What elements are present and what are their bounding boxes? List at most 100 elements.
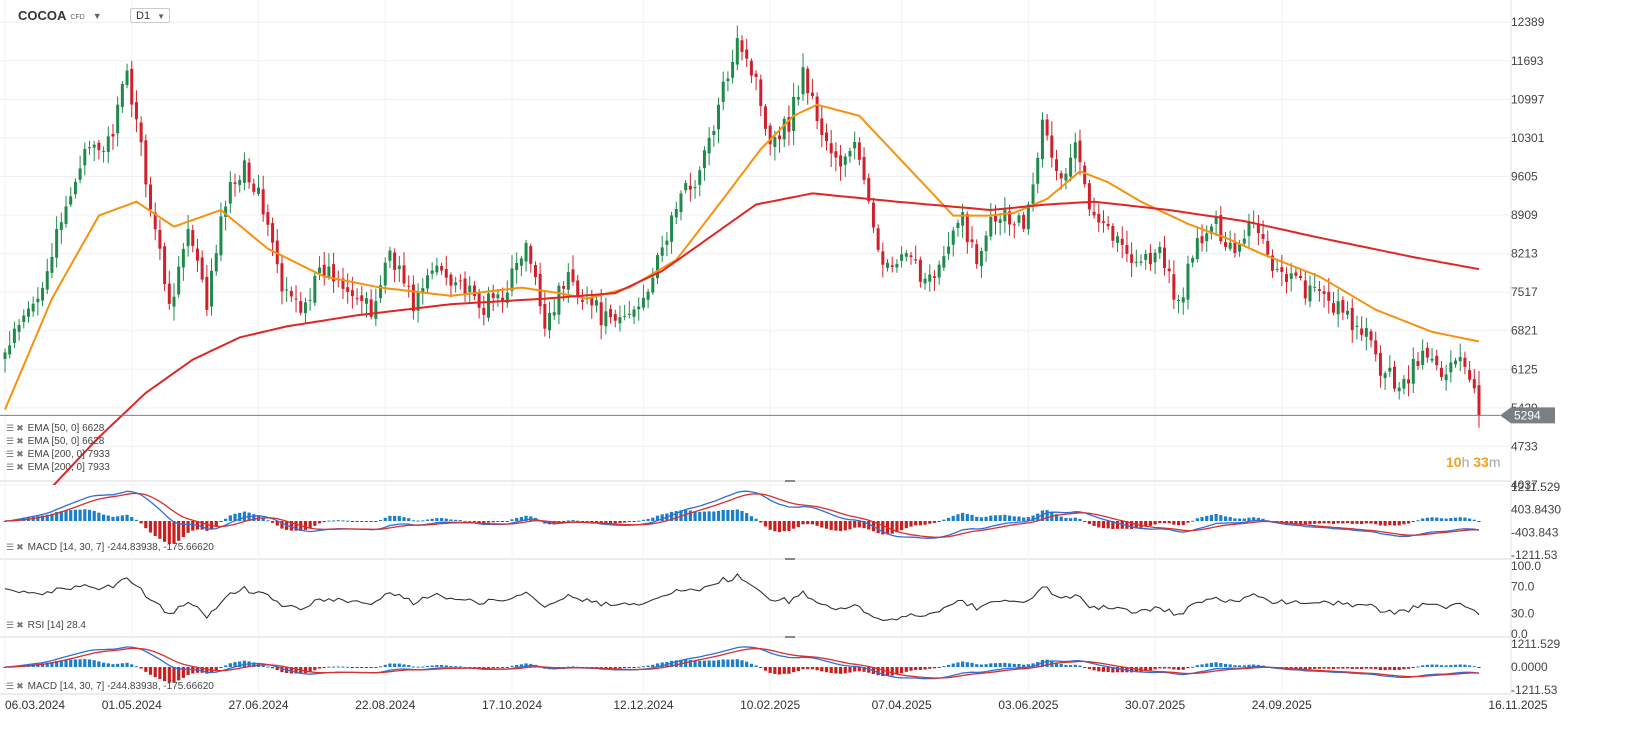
macd2-histogram-bar: [139, 667, 143, 669]
menu-icon[interactable]: ☰: [6, 620, 15, 630]
chevron-down-icon[interactable]: ▼: [92, 10, 102, 21]
macd1-histogram-bar: [393, 515, 397, 521]
macd2-histogram-bar: [1383, 667, 1387, 671]
macd2-tick-label: -1211.53: [1511, 683, 1558, 697]
close-icon[interactable]: ✖: [16, 436, 24, 446]
macd1-histogram-bar: [477, 521, 481, 523]
close-icon[interactable]: ✖: [16, 462, 24, 472]
macd1-histogram-bar: [843, 521, 847, 531]
timeframe-value: D1: [136, 10, 151, 22]
macd2-histogram-bar: [280, 667, 284, 673]
candle-body: [951, 230, 955, 245]
macd1-histogram-bar: [1289, 521, 1293, 525]
menu-icon[interactable]: ☰: [6, 436, 15, 446]
macd2-histogram-bar: [688, 659, 692, 667]
candle-body: [458, 280, 462, 282]
macd1-histogram-bar: [1007, 515, 1012, 521]
candle-body: [1106, 223, 1110, 227]
macd1-histogram-bar: [1097, 521, 1101, 528]
macd2-histogram-bar: [1237, 665, 1242, 667]
macd1-histogram-bar: [125, 514, 129, 521]
timeframe-select[interactable]: D1 ▼: [130, 8, 170, 23]
macd2-histogram-bar: [1444, 665, 1448, 667]
menu-icon[interactable]: ☰: [6, 681, 15, 691]
macd2-histogram-bar: [163, 667, 167, 682]
macd1-histogram-bar: [524, 515, 528, 521]
close-icon[interactable]: ✖: [16, 449, 24, 459]
macd1-histogram-bar: [327, 520, 331, 522]
date-tick-label: 03.06.2025: [998, 698, 1058, 712]
macd1-histogram-bar: [374, 521, 378, 522]
macd2-histogram-bar: [1364, 667, 1368, 669]
macd2-histogram-bar: [932, 667, 937, 669]
macd1-histogram-bar: [688, 510, 692, 521]
candle-body: [1167, 268, 1171, 272]
legend-ema50-b[interactable]: ☰ ✖ EMA [50, 0] 6628: [6, 436, 104, 447]
macd2-histogram-bar: [1411, 667, 1415, 668]
candle-body: [1191, 257, 1195, 263]
macd2-histogram-bar: [130, 664, 134, 667]
macd1-histogram-bar: [449, 519, 453, 521]
macd1-histogram-bar: [341, 520, 345, 522]
date-tick-label: 10.02.2025: [740, 698, 800, 712]
macd2-histogram-bar: [801, 667, 805, 670]
candle-body: [36, 298, 40, 303]
legend-ema50-a[interactable]: ☰ ✖ EMA [50, 0] 6628: [6, 423, 104, 434]
macd1-histogram-bar: [148, 521, 153, 533]
macd1-histogram-bar: [1402, 521, 1406, 525]
legend-text: RSI [14] 28.4: [27, 620, 86, 631]
macd2-histogram-bar: [1078, 665, 1082, 667]
candle-body: [252, 183, 256, 192]
macd2-histogram-bar: [313, 667, 317, 671]
countdown-hours-unit: h: [1461, 454, 1470, 470]
candle-body: [1059, 173, 1063, 179]
legend-ema200-b[interactable]: ☰ ✖ EMA [200, 0] 7933: [6, 462, 110, 473]
macd2-histogram-bar: [500, 667, 505, 668]
menu-icon[interactable]: ☰: [6, 423, 15, 433]
macd2-histogram-bar: [1317, 667, 1321, 669]
price-tick-label: 10997: [1511, 92, 1545, 106]
legend-macd-1[interactable]: ☰ ✖ MACD [14, 30, 7] -244.83938, -175.666…: [6, 542, 214, 553]
symbol-selector[interactable]: COCOA CFD ▼: [18, 8, 102, 23]
candle-body: [1322, 291, 1326, 294]
legend-rsi[interactable]: ☰ ✖ RSI [14] 28.4: [6, 620, 86, 631]
macd2-histogram-bar: [510, 665, 514, 667]
candle-body: [1092, 211, 1096, 216]
close-icon[interactable]: ✖: [16, 423, 24, 433]
candle-body: [402, 265, 406, 284]
menu-icon[interactable]: ☰: [6, 449, 15, 459]
close-icon[interactable]: ✖: [16, 620, 24, 630]
price-tick-label: 8213: [1511, 247, 1538, 261]
macd1-histogram-bar: [205, 521, 209, 531]
menu-icon[interactable]: ☰: [6, 542, 15, 552]
macd1-histogram-bar: [1425, 517, 1429, 521]
macd2-histogram-bar: [266, 666, 270, 668]
macd2-histogram-bar: [740, 660, 744, 667]
macd2-histogram-bar: [200, 667, 204, 673]
macd1-histogram-bar: [1054, 514, 1059, 521]
macd2-histogram-bar: [1068, 665, 1073, 667]
macd2-histogram-bar: [857, 667, 861, 672]
macd1-histogram-bar: [486, 521, 491, 523]
macd1-histogram-bar: [167, 521, 171, 544]
macd1-histogram-bar: [834, 521, 838, 531]
macd2-histogram-bar: [172, 667, 176, 683]
macd2-histogram-bar: [1299, 667, 1303, 669]
macd2-histogram-bar: [78, 659, 82, 667]
close-icon[interactable]: ✖: [16, 542, 24, 552]
candle-body: [1341, 300, 1345, 313]
macd2-histogram-bar: [205, 667, 209, 674]
close-icon[interactable]: ✖: [16, 681, 24, 691]
macd2-histogram-bar: [435, 665, 439, 667]
macd1-histogram-bar: [59, 511, 63, 521]
candle-body: [533, 265, 537, 278]
macd2-histogram-bar: [1406, 667, 1411, 669]
macd2-histogram-bar: [759, 667, 763, 669]
candle-body: [810, 92, 814, 97]
candle-body: [815, 96, 819, 122]
legend-ema200-a[interactable]: ☰ ✖ EMA [200, 0] 7933: [6, 449, 110, 460]
menu-icon[interactable]: ☰: [6, 462, 15, 472]
candle-body: [181, 249, 185, 268]
legend-macd-2[interactable]: ☰ ✖ MACD [14, 30, 7] -244.83938, -175.666…: [6, 681, 214, 692]
